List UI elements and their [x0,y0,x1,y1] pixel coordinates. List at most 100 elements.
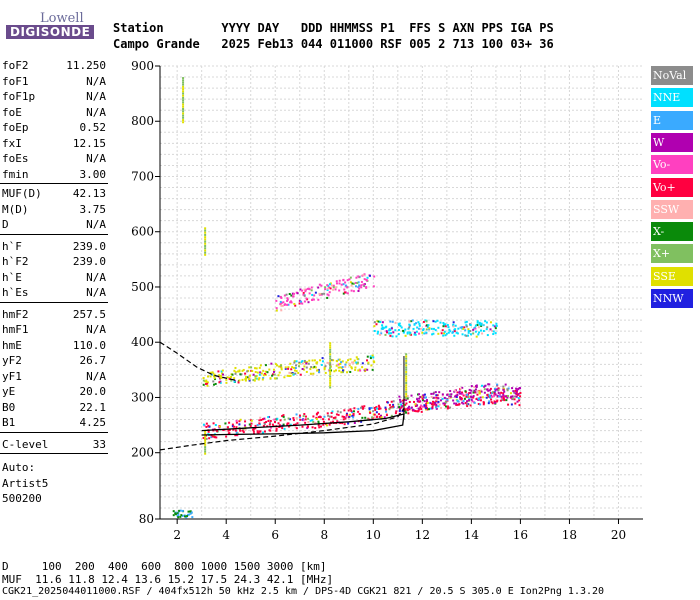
echo-point [430,327,433,330]
echo-point [446,405,449,408]
echo-point [344,365,347,368]
echo-point [375,323,378,326]
echo-point [209,375,212,378]
echo-point [303,288,306,291]
echo-point [352,414,355,417]
echo-point [487,402,490,405]
param-name: foEs [2,152,29,165]
echo-point [455,402,458,405]
echo-point [204,430,207,433]
echo-point [384,326,387,329]
autoscale-line3: 500200 [2,492,42,505]
echo-point [405,364,408,367]
echo-point [357,369,360,372]
echo-point [239,429,242,432]
echo-point [327,294,330,297]
echo-point [268,423,271,426]
echo-point [428,328,431,331]
echo-point [328,291,331,294]
echo-point [227,429,230,432]
echo-point [501,398,504,401]
echo-point [318,292,321,295]
echo-point [341,360,344,363]
echo-point [329,348,332,351]
echo-point [446,407,449,410]
echo-point [496,388,499,391]
echo-point [323,368,326,371]
echo-point [402,402,405,405]
autoscale-line1: Auto: [2,461,36,474]
echo-point [231,423,234,426]
echo-point [330,411,333,414]
echo-point [443,323,446,326]
echo-point [351,282,354,285]
echo-point [474,324,477,327]
echo-point [382,327,385,330]
echo-point [398,409,401,412]
echo-point [478,392,481,395]
param-row-g3: h`F 239.0 [2,239,106,254]
echo-point [332,284,335,287]
echo-point [354,281,357,284]
param-value: 257.5 [72,307,106,321]
echo-point [390,400,393,403]
footer-distance-row: D 100 200 400 600 800 1000 1500 3000 [km… [2,560,327,573]
echo-point [444,402,447,405]
echo-point [179,515,182,518]
echo-point [338,279,341,282]
echo-point [304,290,307,293]
param-name: h`F [2,239,22,253]
echo-point [500,396,503,399]
echo-point [419,395,422,398]
echo-point [449,406,452,409]
echo-point [351,361,354,364]
echo-point [296,292,299,295]
echo-point [511,395,514,398]
echo-point [453,334,456,337]
echo-point [235,419,238,422]
echo-point [348,363,351,366]
echo-point [490,394,493,397]
param-row-g1: fxI 12.15 [2,136,106,151]
echo-point [502,385,505,388]
echo-point [248,366,251,369]
echo-point [375,415,378,418]
echo-point [412,409,415,412]
echo-point [235,426,238,429]
echo-point [287,366,290,369]
echo-point [250,422,253,425]
echo-point [489,391,492,394]
echo-point [335,286,338,289]
echo-point [373,321,376,324]
echo-point [408,326,411,329]
echo-point [434,320,437,323]
echo-point [269,377,272,380]
footer-file-info: CGK21_2025044011000.RSF / 404fx512h 50 k… [2,586,605,597]
echo-point [214,424,217,427]
echo-point [362,283,365,286]
echo-point [517,397,520,400]
echo-point [302,419,305,422]
echo-point [422,396,425,399]
echo-point [240,373,243,376]
echo-point [442,334,445,337]
echo-point [206,382,209,385]
echo-point [281,304,284,307]
param-name: foF2 [2,59,29,72]
echo-point [330,359,333,362]
echo-point [372,360,375,363]
echo-point [432,320,435,323]
echo-point [462,402,465,405]
echo-point [343,291,346,294]
echo-point [408,405,411,408]
echo-point [219,381,222,384]
echo-point [389,334,392,337]
echo-point [507,403,510,406]
echo-point [243,424,246,427]
echo-point [482,401,485,404]
echo-point [278,371,281,374]
echo-point [301,368,304,371]
echo-point [427,324,430,327]
legend-item-nnw: NNW [651,289,693,308]
echo-point [315,416,318,419]
